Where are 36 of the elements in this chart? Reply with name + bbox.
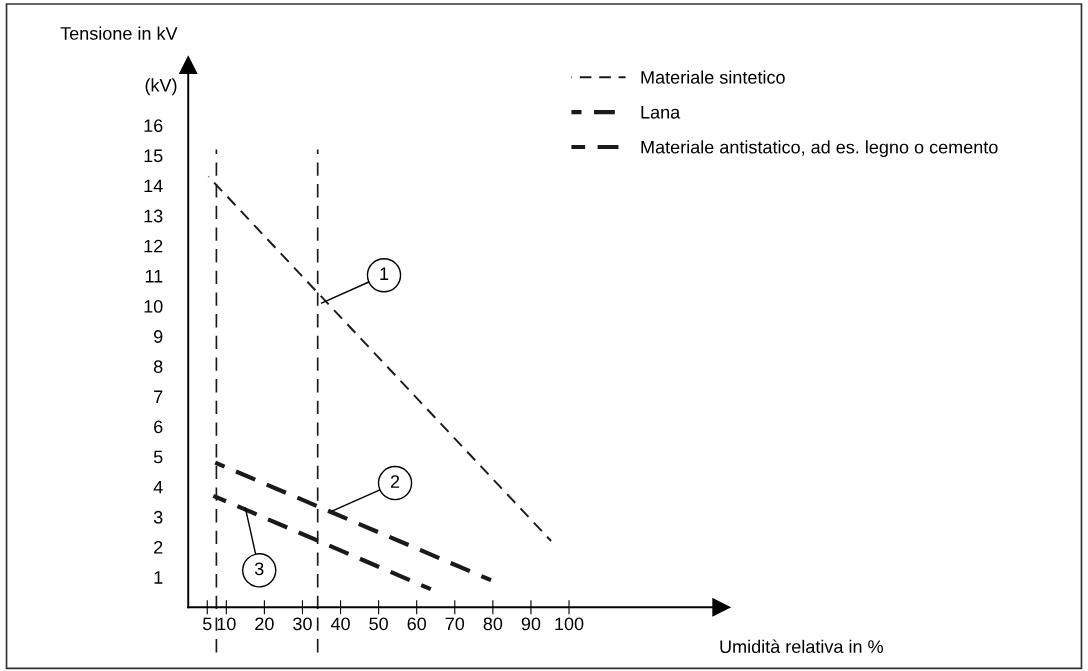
y-tick-label: 4 bbox=[153, 480, 163, 494]
y-axis-title: Tensione in kV bbox=[60, 26, 178, 40]
legend-label: Materiale antistatico, ad es. legno o cemento bbox=[641, 140, 998, 158]
x-tick-label: 50 bbox=[369, 617, 388, 631]
y-tick-label: 2 bbox=[154, 540, 163, 554]
annotation: 3 bbox=[254, 562, 264, 576]
y-tick-label: 6 bbox=[154, 420, 163, 434]
y-tick-label: 11 bbox=[145, 270, 163, 283]
x-tick-label: 40 bbox=[330, 617, 350, 631]
y-tick-label: 7 bbox=[154, 390, 163, 403]
x-tick-label: 5 bbox=[202, 617, 212, 631]
y-tick-label: 16 bbox=[144, 119, 163, 133]
x-tick-label: 70 bbox=[445, 617, 465, 631]
x-tick-label: 10 bbox=[217, 617, 236, 631]
y-tick-label: 14 bbox=[144, 179, 163, 193]
text: (kV) bbox=[145, 78, 177, 96]
legend-label: Materiale sintetico bbox=[641, 70, 785, 84]
legend-label: Lana bbox=[641, 106, 681, 119]
y-tick-label: 9 bbox=[154, 330, 163, 343]
y-tick-label: 13 bbox=[144, 209, 163, 223]
y-tick-label: 3 bbox=[153, 510, 163, 524]
x-tick-label: 20 bbox=[255, 617, 274, 631]
annotation: 2 bbox=[390, 475, 400, 488]
y-tick-label: 8 bbox=[153, 360, 163, 374]
y-tick-label: 15 bbox=[144, 149, 163, 163]
x-axis-title: Umidità relativa in % bbox=[720, 639, 883, 654]
x-tick-label: 30 bbox=[293, 617, 312, 631]
annotation: 1 bbox=[380, 267, 389, 280]
y-tick-label: 10 bbox=[144, 299, 163, 313]
x-tick-label: 100 bbox=[555, 617, 584, 631]
y-tick-label: 5 bbox=[153, 450, 163, 464]
x-tick-label: 60 bbox=[407, 617, 427, 631]
y-tick-label: 1 bbox=[154, 571, 163, 584]
y-tick-label: 12 bbox=[144, 239, 163, 253]
x-tick-label: 90 bbox=[521, 617, 541, 631]
x-tick-label: 80 bbox=[483, 617, 503, 631]
